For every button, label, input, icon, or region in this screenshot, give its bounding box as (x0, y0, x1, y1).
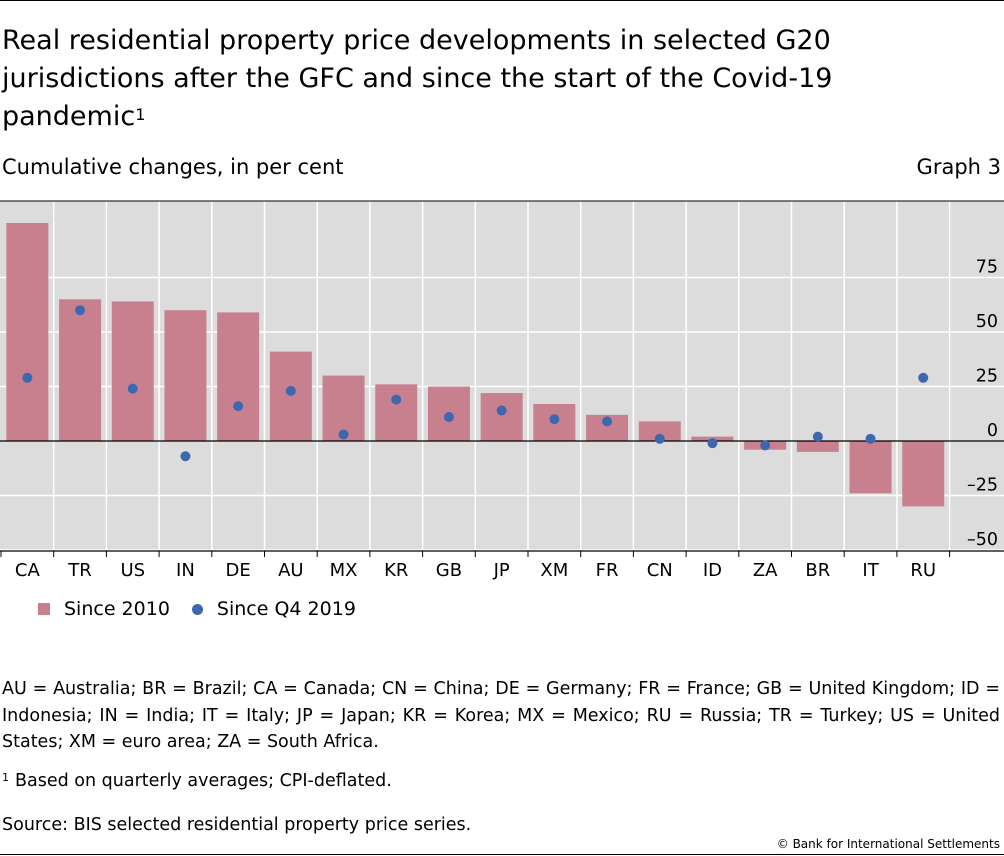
title-footnote-marker: 1 (135, 105, 146, 124)
dot-since-q4-2019 (443, 412, 454, 423)
x-tick-label: MX (330, 560, 358, 581)
dot-since-q4-2019 (707, 438, 718, 449)
x-tick-label: US (120, 560, 145, 581)
dot-since-q4-2019 (127, 383, 138, 394)
chart-title-text: Real residential property price developm… (2, 25, 833, 132)
bar-since-2010 (480, 393, 523, 441)
dot-since-q4-2019 (865, 433, 876, 444)
dot-since-q4-2019 (812, 431, 823, 442)
bar-since-2010 (902, 441, 945, 507)
source-note: Source: BIS selected residential propert… (2, 815, 472, 835)
x-tick-label: CA (15, 560, 41, 581)
bar-since-2010 (59, 299, 102, 441)
footnote-marker: 1 (2, 771, 9, 784)
bar-since-2010 (796, 441, 839, 452)
copyright: © Bank for International Settlements (776, 837, 1000, 851)
bar-since-2010 (6, 223, 49, 441)
dot-since-q4-2019 (496, 405, 507, 416)
bar-chart: CA TR US IN DE AU MX KR GB JP XM FR CN ID ZA BR IT RU 75 50… (0, 200, 1004, 581)
x-tick-label: XM (540, 560, 568, 581)
bar-since-2010 (849, 441, 892, 494)
dot-since-q4-2019 (760, 440, 771, 451)
dot-since-q4-2019 (549, 414, 560, 425)
chart-subtitle: Cumulative changes, in per cent (2, 155, 344, 179)
dot-since-q4-2019 (391, 394, 402, 405)
dot-since-q4-2019 (233, 401, 244, 412)
x-tick-label: RU (910, 560, 936, 581)
x-tick-label: ID (703, 560, 722, 581)
y-tick-label: –25 (967, 476, 998, 496)
dot-since-q4-2019 (22, 372, 33, 383)
x-tick-label: GB (436, 560, 462, 581)
graph-number: Graph 3 (916, 155, 1001, 179)
top-rule (0, 0, 1004, 1)
legend-label-since-q4-2019: Since Q4 2019 (216, 598, 356, 620)
x-tick-label: AU (278, 560, 304, 581)
x-tick-label: IT (862, 560, 879, 581)
legend: Since 2010 Since Q4 2019 (38, 598, 378, 620)
dot-since-q4-2019 (75, 305, 86, 316)
dot-since-q4-2019 (285, 385, 296, 396)
legend-bar-swatch (38, 603, 50, 615)
dot-since-q4-2019 (338, 429, 349, 440)
x-tick-label: BR (805, 560, 830, 581)
legend-item-since-q4-2019: Since Q4 2019 (191, 598, 356, 620)
dot-since-q4-2019 (180, 451, 191, 462)
bar-since-2010 (269, 351, 312, 441)
footnote-text: Based on quarterly averages; CPI-deflate… (15, 771, 392, 791)
x-tick-label: DE (226, 560, 251, 581)
y-tick-label: 75 (976, 258, 998, 278)
y-tick-label: 0 (987, 421, 998, 441)
dot-since-q4-2019 (602, 416, 613, 427)
bar-since-2010 (111, 301, 154, 441)
bar-since-2010 (164, 310, 207, 441)
legend-label-since-2010: Since 2010 (64, 598, 170, 620)
x-tick-label: JP (493, 560, 510, 581)
bar-since-2010 (375, 384, 418, 441)
y-tick-label: –50 (967, 530, 998, 550)
legend-dot-swatch (191, 603, 203, 615)
x-tick-label: ZA (753, 560, 778, 581)
bar-since-2010 (217, 312, 260, 441)
chart-title: Real residential property price developm… (2, 22, 902, 136)
x-tick-label: IN (176, 560, 195, 581)
abbreviations-note: AU = Australia; BR = Brazil; CA = Canada… (2, 679, 1000, 752)
y-tick-label: 50 (976, 312, 998, 332)
x-tick-label: FR (596, 560, 619, 581)
x-tick-label: CN (647, 560, 673, 581)
dot-since-q4-2019 (918, 372, 929, 383)
legend-item-since-2010: Since 2010 (38, 598, 170, 620)
y-tick-label: 25 (976, 367, 998, 387)
bar-since-2010 (638, 421, 681, 441)
bottom-rule (0, 854, 1004, 855)
x-tick-label: KR (384, 560, 408, 581)
footnote: 1 Based on quarterly averages; CPI-deflat… (2, 771, 392, 791)
dot-since-q4-2019 (654, 433, 665, 444)
x-tick-label: TR (67, 560, 92, 581)
